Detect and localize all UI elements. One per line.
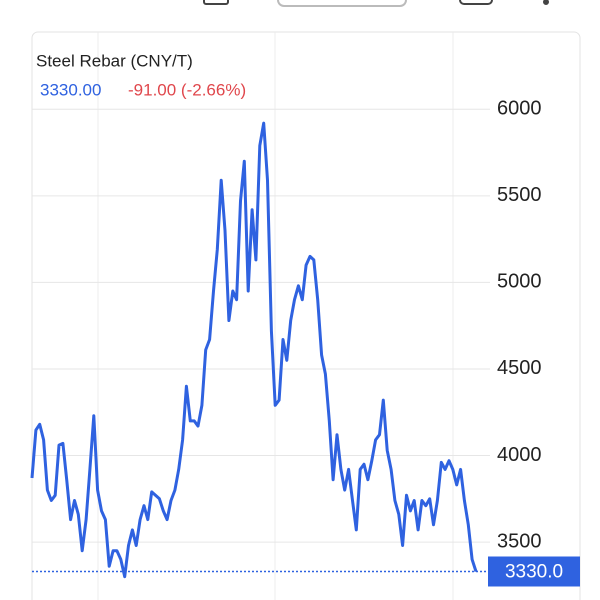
- price-change: -91.00 (-2.66%): [128, 80, 246, 99]
- panel: [31, 31, 581, 600]
- y-tick-label: 4500: [497, 357, 542, 379]
- y-tick-label: 5000: [497, 271, 542, 293]
- current-price-box: [488, 556, 580, 587]
- y-tick-label: 3500: [497, 530, 542, 552]
- y-tick-label: 5500: [497, 184, 542, 206]
- toolbar: [203, 0, 549, 7]
- current-price-label: 3330.0: [505, 562, 563, 583]
- compare-box[interactable]: [277, 0, 407, 7]
- more-icon[interactable]: [543, 0, 549, 5]
- calendar-icon[interactable]: [203, 0, 229, 5]
- last-price: 3330.00: [40, 80, 101, 99]
- y-tick-label: 4000: [497, 444, 542, 466]
- chart-title: Steel Rebar (CNY/T): [36, 51, 193, 70]
- price-line-series: [30, 121, 478, 579]
- layout-icon[interactable]: [459, 0, 493, 5]
- time-grid: [97, 32, 454, 600]
- y-tick-label: 6000: [497, 98, 542, 120]
